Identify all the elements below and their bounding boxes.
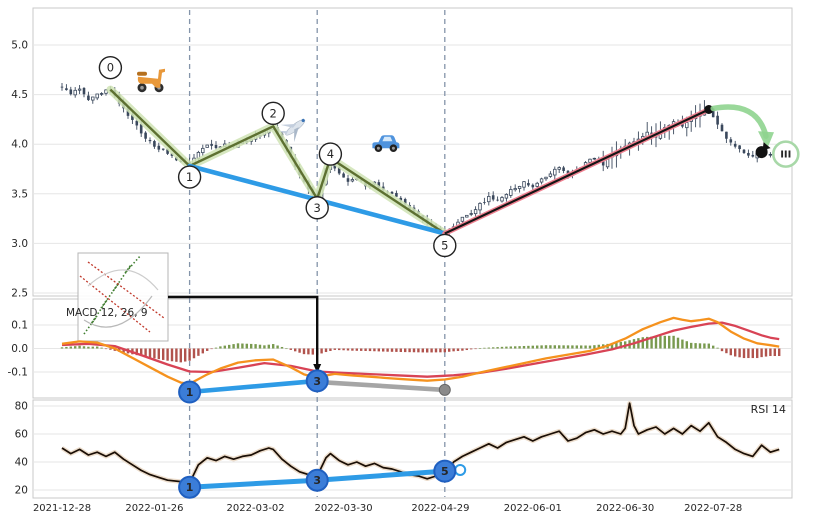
- wave-circle-1: 1: [177, 165, 202, 189]
- wave-circle-2: 2: [261, 101, 285, 126]
- macd-indicator: MACD 12, 26, 9 1 3: [60, 252, 781, 404]
- airplane-emoji-icon: [279, 118, 306, 143]
- rsi-indicator: RSI 14 1 3 5: [60, 400, 786, 499]
- blue-marker-label: 3: [313, 375, 321, 388]
- rsi-ytick-label: 40: [15, 457, 28, 469]
- price-annotations: III 0 1 2 3 4 5: [98, 55, 800, 258]
- rsi-marker-3: 3: [305, 468, 329, 492]
- wave-circle-label: 4: [327, 147, 334, 161]
- rsi-open-circle: [454, 463, 467, 476]
- x-axis-label: 2022-04-29: [411, 503, 469, 514]
- rsi-ytick-label: 80: [15, 401, 28, 413]
- x-axis-label: 2022-03-02: [227, 503, 285, 514]
- forecast-arrowhead: [758, 131, 774, 150]
- blue-marker-label: 5: [441, 465, 449, 478]
- wave-circle-label: 3: [314, 201, 321, 215]
- macd-ytick-label: 0.0: [11, 343, 28, 355]
- macd-ytick-label: -0.1: [8, 367, 29, 379]
- rsi-marker-5: 5: [433, 459, 457, 483]
- x-axis-label: 2022-01-26: [125, 503, 183, 514]
- blue-marker-label: 3: [313, 474, 321, 487]
- wave-circle-label: 1: [186, 170, 193, 184]
- macd-gray-trendline: [314, 379, 448, 393]
- rally-trendline-black: [444, 108, 710, 235]
- inset-connector-arrowhead: [313, 364, 322, 373]
- roman-badge-circle: [771, 140, 800, 168]
- macd-marker-1: 1: [178, 380, 202, 404]
- rsi-label: RSI 14: [751, 403, 786, 416]
- wave-circle-3: 3: [305, 196, 329, 220]
- x-axis-label: 2022-03-30: [315, 503, 373, 514]
- rsi-marker-1: 1: [178, 475, 202, 499]
- inset-connector-arrow: [168, 295, 319, 366]
- price-panel-frame: [32, 7, 793, 297]
- macd-blue-trendline: [187, 378, 320, 395]
- roman-badge-label: III: [780, 150, 791, 161]
- x-axis: 2021-12-28 2022-01-26 2022-03-02 2022-03-30…: [33, 503, 742, 514]
- elliott-zigzag: [109, 88, 446, 235]
- scooter-emoji-icon: [137, 68, 165, 93]
- x-axis-label: 2022-06-30: [596, 503, 654, 514]
- blue-marker-label: 1: [186, 386, 194, 399]
- x-axis-label: 2021-12-28: [33, 503, 91, 514]
- price-ytick-label: 3.5: [11, 188, 28, 200]
- wave-circle-label: 0: [107, 61, 114, 75]
- wave-circle-label: 5: [441, 238, 448, 252]
- wave-circle-5: 5: [433, 233, 457, 258]
- macd-ytick-label: 0.1: [11, 320, 28, 332]
- wave-circle-label: 2: [270, 106, 277, 120]
- rsi-panel-frame: [32, 399, 793, 499]
- target-dot-wedge: [762, 142, 771, 151]
- rsi-ytick-label: 20: [15, 485, 28, 497]
- car-emoji-icon: [372, 135, 400, 152]
- wave-circle-4: 4: [318, 142, 343, 166]
- blue-marker-label: 1: [186, 481, 194, 494]
- inset-thumbnail: [77, 252, 169, 342]
- x-axis-label: 2022-06-01: [504, 503, 562, 514]
- price-ytick-label: 3.0: [11, 238, 28, 250]
- rsi-ytick-label: 60: [15, 429, 28, 441]
- price-ytick-label: 4.5: [11, 89, 28, 101]
- price-ytick-label: 5.0: [11, 40, 28, 52]
- price-ytick-label: 4.0: [11, 139, 28, 151]
- price-ytick-label: 2.5: [11, 288, 28, 300]
- rsi-panel: 80 60 40 20: [15, 399, 793, 499]
- price-panel: 5.0 4.5 4.0 3.5 3.0 2.5: [11, 7, 793, 300]
- macd-marker-3: 3: [305, 369, 329, 393]
- macd-label: MACD 12, 26, 9: [66, 307, 148, 319]
- x-axis-label: 2022-07-28: [684, 503, 742, 514]
- wave-circle-0: 0: [98, 55, 123, 80]
- forecast-arrow: [710, 104, 769, 139]
- macd-gray-dot: [438, 383, 451, 396]
